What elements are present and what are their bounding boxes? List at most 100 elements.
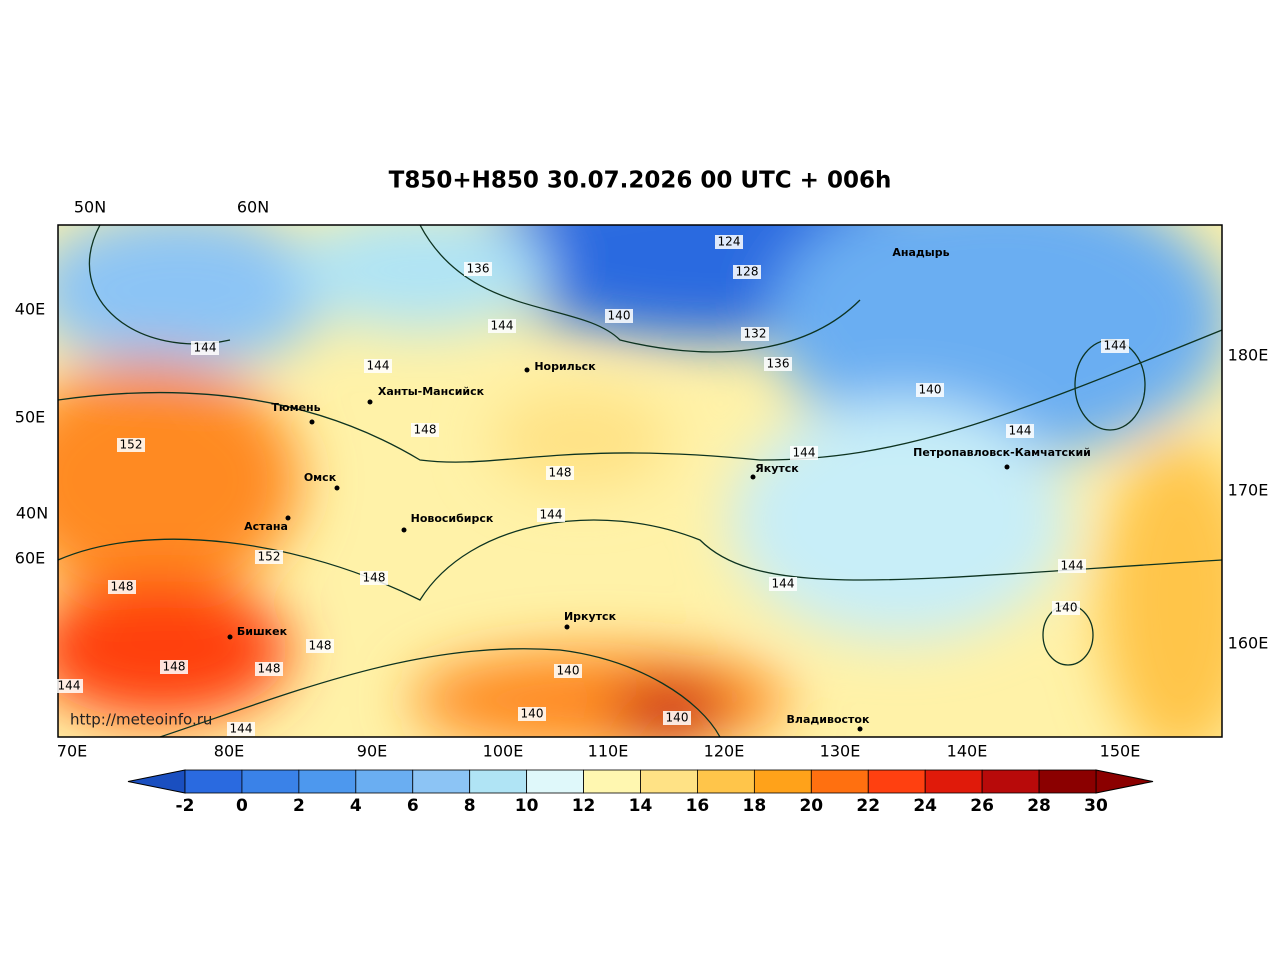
city-label: Норильск — [534, 360, 596, 373]
contour-label: 140 — [919, 383, 942, 397]
contour-label: 148 — [163, 660, 186, 674]
city-label: Тюмень — [271, 401, 320, 414]
contour-label-bg — [117, 438, 145, 452]
colorbar-tick-label: 26 — [970, 796, 994, 816]
contour-label-bg — [360, 571, 388, 585]
contour-label: 144 — [772, 577, 795, 591]
contour-label: 148 — [111, 580, 134, 594]
colorbar-tick-label: 18 — [743, 796, 767, 816]
contour-label: 140 — [1055, 601, 1078, 615]
city-dot — [309, 419, 315, 425]
colorbar-tick-label: 6 — [407, 796, 419, 816]
city-dot — [524, 367, 530, 373]
colorbar-segment — [298, 769, 357, 794]
contour-label: 124 — [718, 235, 741, 249]
contour-label-bg — [227, 722, 255, 736]
colorbar-tick-label: 30 — [1084, 796, 1108, 816]
contour-label-bg — [488, 319, 516, 333]
colorbar-segment — [867, 769, 926, 794]
contour-label-bg — [715, 235, 743, 249]
city-dot — [857, 726, 863, 732]
grid-label: 160E — [1228, 634, 1269, 653]
contour-label: 152 — [120, 438, 143, 452]
city-dot — [367, 399, 373, 405]
contour-label-bg — [364, 359, 392, 373]
contour-label: 148 — [309, 639, 332, 653]
contour-label: 144 — [1104, 339, 1127, 353]
contour-label: 136 — [467, 262, 490, 276]
colorbar-tick-label: 28 — [1027, 796, 1051, 816]
contour-label-bg — [108, 580, 136, 594]
contour-label-bg — [605, 309, 633, 323]
contour-label: 148 — [258, 662, 281, 676]
city-label: Иркутск — [564, 610, 617, 623]
contour-label: 144 — [540, 508, 563, 522]
city-dot — [401, 527, 407, 533]
contour-label-bg — [764, 357, 792, 371]
colorbar-segment — [469, 769, 528, 794]
contour-label-bg — [790, 446, 818, 460]
colorbar-tick-label: 12 — [572, 796, 596, 816]
colorbar-tick-label: -2 — [176, 796, 195, 816]
contour-label-bg — [255, 550, 283, 564]
contour-label-bg — [255, 662, 283, 676]
contour-label-bg — [741, 327, 769, 341]
grid-label: 70E — [57, 742, 87, 761]
colorbar-segment — [1038, 769, 1097, 794]
colorbar-tick-label: 4 — [350, 796, 362, 816]
colorbar-tick-label: 22 — [856, 796, 880, 816]
contour-label: 152 — [258, 550, 281, 564]
grid-label: 110E — [588, 742, 629, 761]
contour-label: 140 — [666, 711, 689, 725]
city-dot — [227, 634, 233, 640]
contour-label: 140 — [521, 707, 544, 721]
city-label: Якутск — [755, 462, 799, 475]
contour-label: 144 — [491, 319, 514, 333]
contour-label-bg — [916, 383, 944, 397]
contour-label-bg — [411, 423, 439, 437]
colorbar-over — [1095, 769, 1154, 794]
contour-label: 136 — [767, 357, 790, 371]
colorbar-segment — [924, 769, 983, 794]
contour-label: 144 — [58, 679, 81, 693]
city-label: Анадырь — [892, 246, 949, 259]
colorbar-segment — [412, 769, 471, 794]
contour-label: 144 — [1009, 424, 1032, 438]
colorbar-segment — [241, 769, 300, 794]
contour-label-bg — [537, 508, 565, 522]
contour-label: 140 — [557, 664, 580, 678]
grid-label: 50E — [15, 408, 45, 427]
grid-label: 140E — [947, 742, 988, 761]
contour-label: 148 — [549, 466, 572, 480]
contour-label-bg — [55, 679, 83, 693]
contour-label-bg — [160, 660, 188, 674]
contour-label-bg — [1052, 601, 1080, 615]
grid-label: 130E — [820, 742, 861, 761]
city-label: Омск — [304, 471, 337, 484]
contour-label: 132 — [744, 327, 767, 341]
grid-label: 180E — [1228, 346, 1269, 365]
grid-label: 90E — [357, 742, 387, 761]
contour-label: 144 — [230, 722, 253, 736]
contour-label: 144 — [194, 341, 217, 355]
colorbar-segment — [640, 769, 698, 794]
colorbar-segment — [753, 769, 812, 794]
city-label: Петропавловск-Камчатский — [913, 446, 1091, 459]
city-label: Астана — [244, 520, 288, 533]
colorbar-under — [127, 769, 186, 794]
contour-label: 140 — [608, 309, 631, 323]
colorbar-tick-label: 16 — [686, 796, 710, 816]
contour-label-bg — [464, 262, 492, 276]
colorbar-tick-label: 8 — [464, 796, 476, 816]
colorbar-segment — [355, 769, 414, 794]
city-dot — [1004, 464, 1010, 470]
contour-label: 144 — [793, 446, 816, 460]
colorbar-tick-label: 2 — [293, 796, 305, 816]
contour-label: 144 — [367, 359, 390, 373]
contour-label-bg — [1006, 424, 1034, 438]
colorbar-tick-label: 24 — [913, 796, 937, 816]
contour-label: 148 — [363, 571, 386, 585]
contour-label: 144 — [1061, 559, 1084, 573]
grid-label: 50N — [74, 198, 106, 217]
city-dot — [334, 485, 340, 491]
